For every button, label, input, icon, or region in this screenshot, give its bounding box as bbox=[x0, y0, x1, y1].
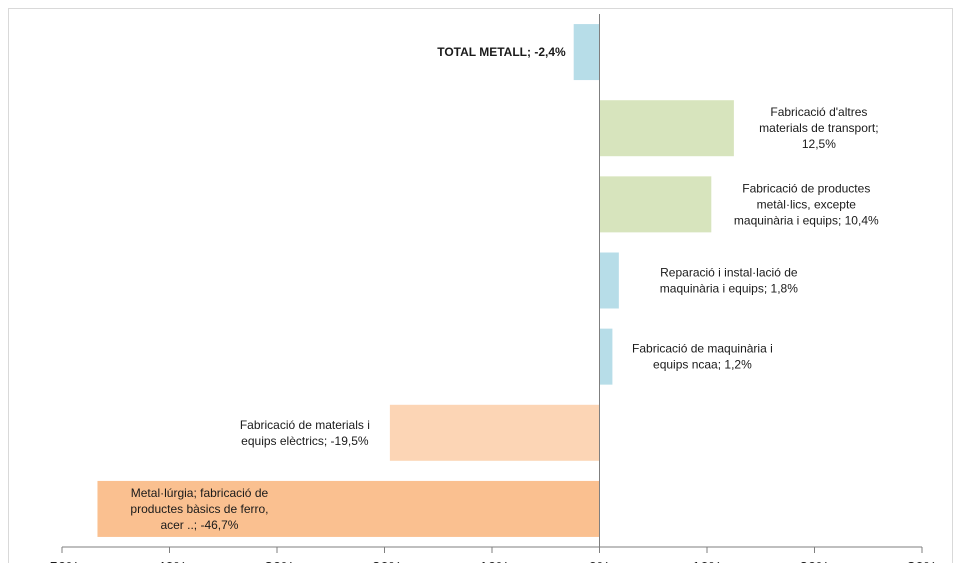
x-tick-label: -10% bbox=[474, 559, 509, 563]
data-label-line: maquinària i equips; 10,4% bbox=[734, 213, 879, 227]
data-labels-group: TOTAL METALL; -2,4% Fabricació d'altres ma… bbox=[130, 45, 879, 532]
data-label-line: productes bàsics de ferro, bbox=[130, 502, 268, 516]
data-label-3: Reparació i instal·lació de maquinària i … bbox=[660, 266, 798, 296]
data-label-6: Metal·lúrgia; fabricació de productes bàs… bbox=[130, 486, 268, 532]
x-tick-label: 10% bbox=[692, 559, 722, 563]
chart-frame bbox=[8, 8, 953, 563]
data-label-5: Fabricació de materials i equips elèctric… bbox=[240, 418, 370, 448]
data-label-line: Fabricació de materials i bbox=[240, 418, 370, 432]
data-label-line: acer ..; -46,7% bbox=[160, 518, 238, 532]
x-tick-label: -20% bbox=[367, 559, 402, 563]
data-label-line: Fabricació de maquinària i bbox=[632, 342, 773, 356]
axes-group: -50% -40% -30% -20% -10% 0% 10% 20% 30% bbox=[44, 14, 937, 563]
bar-0 bbox=[573, 24, 600, 81]
data-label-line: Metal·lúrgia; fabricació de bbox=[131, 486, 269, 500]
data-label-line: 12,5% bbox=[802, 137, 836, 151]
bar-1 bbox=[599, 100, 734, 157]
bar-6 bbox=[97, 480, 600, 537]
x-tick-label: -30% bbox=[259, 559, 294, 563]
data-label-line: Fabricació d'altres bbox=[770, 105, 867, 119]
x-tick-label: 30% bbox=[907, 559, 937, 563]
data-label-0: TOTAL METALL; -2,4% bbox=[437, 45, 566, 59]
bar-5 bbox=[389, 404, 600, 461]
data-label-line: maquinària i equips; 1,8% bbox=[660, 282, 798, 296]
data-label-line: equips elèctrics; -19,5% bbox=[241, 434, 369, 448]
data-label-line: metàl·lics, excepte bbox=[757, 197, 857, 211]
bars-group bbox=[97, 24, 734, 537]
x-tick-label: -50% bbox=[44, 559, 79, 563]
data-label-2: Fabricació de productes metàl·lics, excep… bbox=[734, 181, 879, 227]
data-label-1: Fabricació d'altres materials de transpor… bbox=[759, 105, 878, 151]
x-tick-label: -40% bbox=[152, 559, 187, 563]
bar-3 bbox=[599, 252, 619, 309]
data-label-line: materials de transport; bbox=[759, 121, 878, 135]
x-tick-label: 0% bbox=[589, 559, 611, 563]
x-tick-label: 20% bbox=[799, 559, 829, 563]
data-label-4: Fabricació de maquinària i equips ncaa; 1… bbox=[632, 342, 773, 372]
bar-2 bbox=[599, 176, 712, 233]
data-label-line: equips ncaa; 1,2% bbox=[653, 358, 752, 372]
bar-4 bbox=[599, 328, 613, 385]
data-label-line: TOTAL METALL; -2,4% bbox=[437, 45, 566, 59]
data-label-line: Reparació i instal·lació de bbox=[660, 266, 798, 280]
data-label-line: Fabricació de productes bbox=[742, 181, 870, 195]
